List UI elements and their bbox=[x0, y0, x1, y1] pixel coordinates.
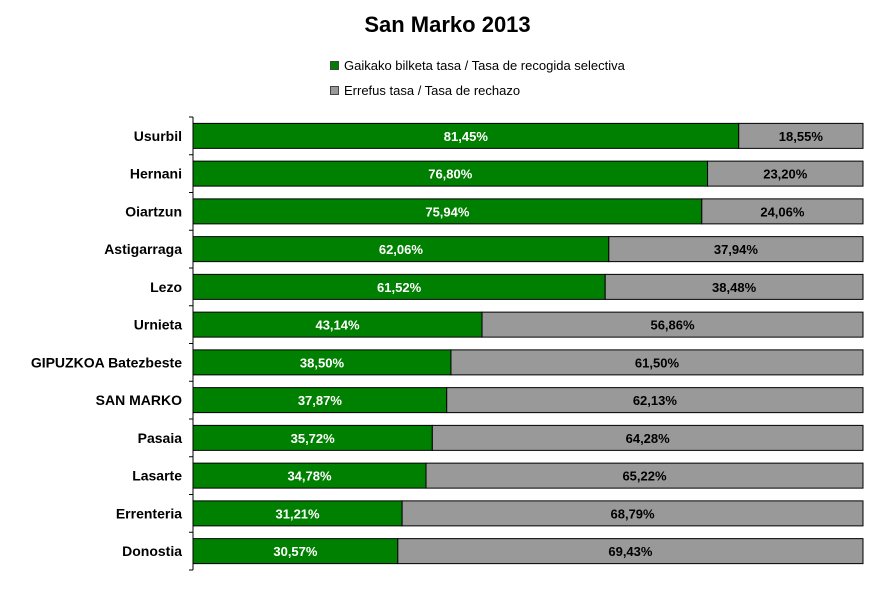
data-label-selective-0: 81,45% bbox=[444, 129, 489, 144]
bar-rejection-4 bbox=[604, 273, 864, 300]
legend-swatch-gray bbox=[330, 86, 339, 95]
category-label-0: Usurbil bbox=[134, 128, 182, 144]
data-label-rejection-3: 37,94% bbox=[714, 242, 759, 257]
data-label-selective-1: 76,80% bbox=[428, 167, 473, 182]
data-label-selective-9: 34,78% bbox=[287, 469, 332, 484]
data-label-selective-4: 61,52% bbox=[377, 280, 422, 295]
data-label-selective-6: 38,50% bbox=[300, 355, 345, 370]
bar-selective-8 bbox=[192, 424, 433, 451]
data-label-selective-3: 62,06% bbox=[379, 242, 424, 257]
data-label-rejection-6: 61,50% bbox=[635, 355, 680, 370]
category-label-5: Urnieta bbox=[134, 317, 182, 333]
category-label-6: GIPUZKOA Batezbeste bbox=[31, 354, 182, 370]
data-label-rejection-9: 65,22% bbox=[622, 469, 667, 484]
legend-item-rejection: Errefus tasa / Tasa de rechazo bbox=[330, 83, 520, 98]
bar-rejection-0 bbox=[738, 122, 864, 149]
bar-selective-10 bbox=[192, 500, 403, 527]
category-label-7: SAN MARKO bbox=[96, 392, 182, 408]
bar-selective-7 bbox=[192, 387, 448, 414]
legend-swatch-green bbox=[330, 61, 339, 70]
data-label-selective-5: 43,14% bbox=[315, 318, 360, 333]
bar-rejection-3 bbox=[608, 236, 864, 263]
chart-title: San Marko 2013 bbox=[364, 12, 531, 37]
bar-rejection-11 bbox=[397, 538, 864, 565]
bar-rejection-9 bbox=[425, 462, 864, 489]
data-label-rejection-11: 69,43% bbox=[608, 544, 653, 559]
data-label-selective-11: 30,57% bbox=[273, 544, 318, 559]
bar-rejection-5 bbox=[481, 311, 864, 338]
bar-rejection-1 bbox=[707, 160, 864, 187]
category-label-9: Lasarte bbox=[132, 468, 182, 484]
data-label-rejection-8: 64,28% bbox=[626, 431, 671, 446]
category-label-3: Astigarraga bbox=[104, 241, 182, 257]
bar-selective-4 bbox=[192, 273, 606, 300]
data-label-rejection-4: 38,48% bbox=[712, 280, 757, 295]
data-label-rejection-7: 62,13% bbox=[633, 393, 678, 408]
category-label-11: Donostia bbox=[122, 543, 182, 559]
data-label-rejection-10: 68,79% bbox=[611, 506, 656, 521]
data-label-selective-2: 75,94% bbox=[425, 204, 470, 219]
data-label-selective-7: 37,87% bbox=[298, 393, 343, 408]
bar-rejection-10 bbox=[401, 500, 864, 527]
data-label-selective-8: 35,72% bbox=[291, 431, 336, 446]
bar-rejection-7 bbox=[446, 387, 864, 414]
category-label-8: Pasaia bbox=[138, 430, 183, 446]
legend-label-selective: Gaikako bilketa tasa / Tasa de recogida … bbox=[344, 58, 625, 73]
data-label-rejection-1: 23,20% bbox=[763, 167, 808, 182]
legend-label-rejection: Errefus tasa / Tasa de rechazo bbox=[344, 83, 521, 98]
bar-selective-0 bbox=[192, 122, 740, 149]
data-label-rejection-5: 56,86% bbox=[650, 318, 695, 333]
category-label-2: Oiartzun bbox=[125, 203, 182, 219]
category-label-1: Hernani bbox=[130, 166, 182, 182]
bar-rejection-8 bbox=[431, 424, 864, 451]
data-label-rejection-0: 18,55% bbox=[779, 129, 824, 144]
data-label-selective-10: 31,21% bbox=[276, 506, 321, 521]
bar-rejection-2 bbox=[701, 198, 864, 225]
bar-rejection-6 bbox=[450, 349, 864, 376]
category-label-4: Lezo bbox=[150, 279, 182, 295]
bar-selective-9 bbox=[192, 462, 427, 489]
data-label-rejection-2: 24,06% bbox=[760, 204, 805, 219]
category-label-10: Errenteria bbox=[116, 505, 182, 521]
legend-item-selective: Gaikako bilketa tasa / Tasa de recogida … bbox=[330, 58, 625, 73]
